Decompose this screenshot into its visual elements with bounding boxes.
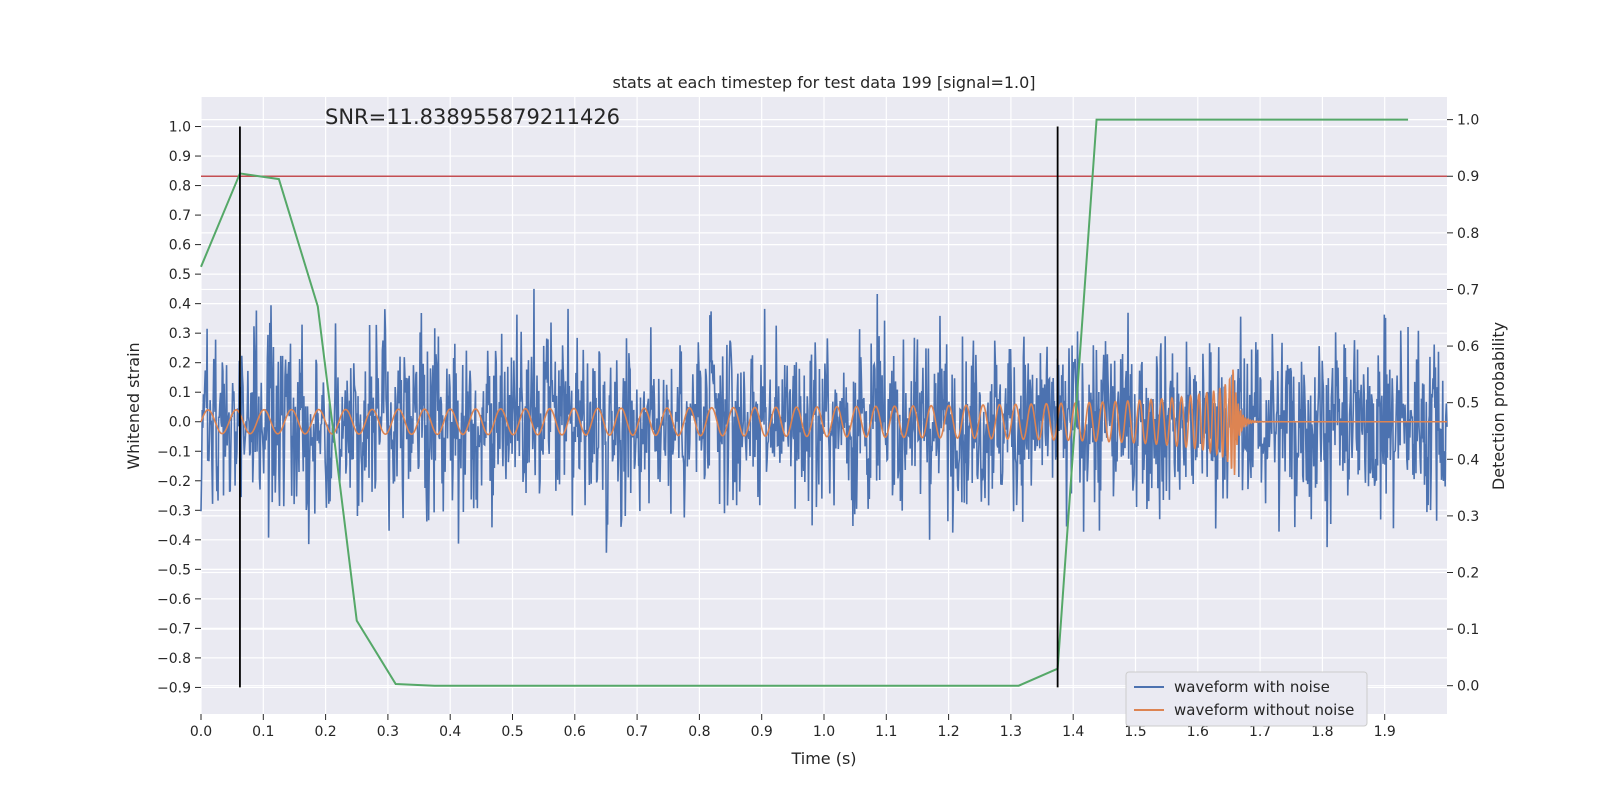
y-tick-label: −0.1: [157, 444, 191, 460]
x-tick-label: 1.6: [1187, 724, 1209, 740]
y2-tick-label: 0.8: [1457, 226, 1479, 242]
y2-tick-label: 0.7: [1457, 282, 1479, 298]
x-tick-label: 1.0: [813, 724, 835, 740]
y-tick-label: 0.6: [169, 238, 191, 254]
x-tick-label: 1.2: [937, 724, 959, 740]
y2-tick-label: 0.6: [1457, 339, 1479, 355]
y-tick-label: −0.8: [157, 651, 191, 667]
y-tick-label: −0.4: [157, 533, 191, 549]
y2-tick-label: 0.3: [1457, 509, 1479, 525]
y2-axis-label: Detection probability: [1489, 322, 1508, 490]
y2-tick-label: 0.1: [1457, 622, 1479, 638]
y-tick-label: 0.7: [169, 208, 191, 224]
y-tick-label: −0.7: [157, 621, 191, 637]
y2-tick-label: 0.2: [1457, 565, 1479, 581]
legend-box: [1125, 671, 1368, 727]
y-tick-label: 0.8: [169, 179, 191, 195]
x-tick-label: 1.3: [1000, 724, 1022, 740]
series-line-waveform-with-noise: [200, 288, 1448, 553]
series-group-waveform-without-noise: [200, 369, 1447, 476]
x-tick-label: 0.7: [626, 724, 648, 740]
y-tick-label: −0.9: [157, 680, 191, 696]
y2-tick-label: 0.9: [1457, 169, 1479, 185]
y-tick-label: 0.1: [169, 385, 191, 401]
x-tick-label: 1.9: [1374, 724, 1396, 740]
x-tick-label: 0.8: [688, 724, 710, 740]
legend-label-waveform-with-noise: waveform with noise: [1174, 678, 1330, 696]
y-tick-label: 0.3: [169, 326, 191, 342]
y-tick-label: 0.5: [169, 267, 191, 283]
x-tick-label: 1.8: [1311, 724, 1333, 740]
x-tick-label: 0.3: [377, 724, 399, 740]
y2-tick-label: 1.0: [1457, 113, 1479, 129]
y-tick-label: −0.3: [157, 503, 191, 519]
x-axis-label: Time (s): [790, 749, 856, 768]
x-tick-label: 0.4: [439, 724, 461, 740]
series-group-waveform-with-noise: [200, 288, 1448, 553]
x-tick-label: 0.2: [314, 724, 336, 740]
snr-annotation: SNR=11.838955879211426: [325, 105, 620, 129]
y-tick-label: 0.0: [169, 415, 191, 431]
x-tick-label: 0.5: [501, 724, 523, 740]
y-tick-label: 0.4: [169, 297, 191, 313]
y-tick-label: −0.6: [157, 592, 191, 608]
y-axis-ticks: 1.0 0.9 0.8 0.7 0.6 0.5 0.4 0.3 0.2 0.1 0.0 −0.1 −0.…: [157, 120, 201, 696]
y-axis-label: Whitened strain: [124, 342, 143, 469]
legend-label-waveform-without-noise: waveform without noise: [1174, 701, 1354, 719]
chart-title: stats at each timestep for test data 199…: [612, 73, 1035, 92]
y2-axis-ticks: 1.0 0.9 0.8 0.7 0.6 0.5 0.4 0.3 0.2 0.1 0.0: [1447, 113, 1479, 695]
x-tick-label: 0.9: [751, 724, 773, 740]
x-tick-label: 0.1: [252, 724, 274, 740]
y2-tick-label: 0.0: [1457, 679, 1479, 695]
y-tick-label: 0.9: [169, 149, 191, 165]
detection-probability-line: [200, 118, 1409, 687]
x-tick-label: 1.7: [1249, 724, 1271, 740]
x-tick-label: 1.4: [1062, 724, 1084, 740]
overlay-group: [200, 118, 1447, 688]
y2-tick-label: 0.4: [1457, 452, 1479, 468]
y-tick-label: 1.0: [169, 120, 191, 136]
x-tick-label: 0.6: [564, 724, 586, 740]
x-tick-label: 1.5: [1124, 724, 1146, 740]
legend: waveform with noise waveform without noi…: [1125, 671, 1368, 727]
y-tick-label: −0.5: [157, 562, 191, 578]
x-axis-ticks: 0.0 0.1 0.2 0.3 0.4 0.5 0.6 0.7 0.8 0.9 1.0 1.1 1.2 1…: [190, 714, 1396, 740]
y-tick-label: 0.2: [169, 356, 191, 372]
x-tick-label: 1.1: [875, 724, 897, 740]
y2-tick-label: 0.5: [1457, 396, 1479, 412]
series-line-waveform-without-noise: [200, 369, 1447, 476]
y-tick-label: −0.2: [157, 474, 191, 490]
x-tick-label: 0.0: [190, 724, 212, 740]
